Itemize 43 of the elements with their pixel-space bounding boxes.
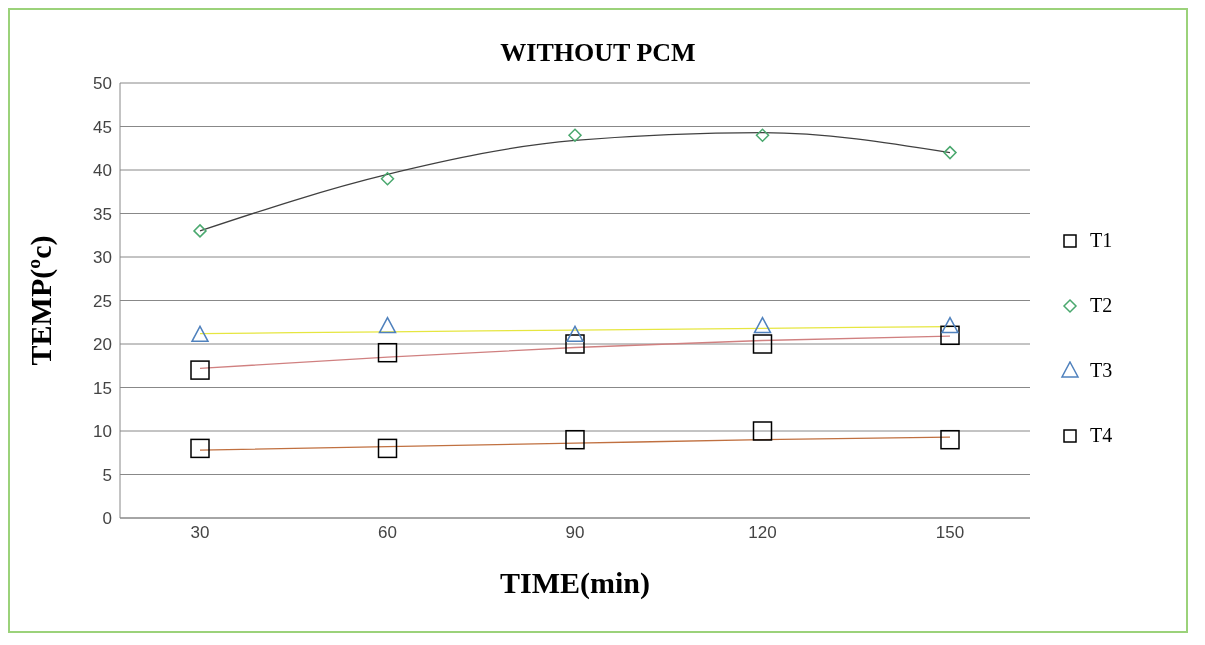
x-tick-label: 30: [190, 523, 210, 543]
y-tick-label: 20: [93, 335, 112, 355]
point: [565, 429, 585, 450]
y-tick-label: 0: [102, 509, 112, 529]
point: [753, 316, 772, 334]
y-tick-label: 5: [102, 465, 112, 485]
legend-label: T4: [1090, 424, 1113, 447]
y-tick-label: 25: [93, 291, 112, 311]
point: [943, 145, 957, 160]
y-tick-label: 35: [93, 204, 112, 224]
point: [566, 325, 584, 343]
x-axis-title: TIME(min): [500, 566, 650, 600]
y-tick-label: 10: [93, 422, 112, 442]
point: [190, 438, 210, 459]
point: [378, 316, 397, 334]
point: [193, 224, 207, 238]
point: [190, 360, 210, 380]
point: [941, 316, 959, 334]
y-axis-title: TEMP(ºc): [23, 235, 58, 366]
legend-label: T2: [1090, 294, 1113, 317]
y-tick-label: 15: [93, 378, 112, 398]
point: [752, 334, 773, 354]
legend-label: T3: [1090, 359, 1113, 382]
point: [377, 342, 398, 363]
y-tick-label: 40: [93, 161, 112, 181]
y-tick-label: 30: [93, 248, 112, 268]
x-tick-label: 60: [378, 523, 397, 543]
point: [568, 128, 582, 142]
x-tick-label: 150: [935, 523, 965, 543]
point: [191, 325, 209, 343]
point: [377, 438, 398, 459]
y-tick-label: 50: [93, 74, 112, 94]
point: [940, 429, 960, 450]
x-tick-label: 90: [565, 523, 585, 543]
legend-label: T1: [1090, 229, 1113, 252]
point: [380, 171, 395, 186]
point: [755, 128, 770, 142]
point: [752, 421, 773, 441]
y-tick-label: 45: [93, 117, 112, 137]
point: [940, 325, 960, 346]
x-tick-label: 120: [748, 523, 777, 543]
chart-title: WITHOUT PCM: [499, 38, 697, 68]
point: [565, 334, 585, 354]
